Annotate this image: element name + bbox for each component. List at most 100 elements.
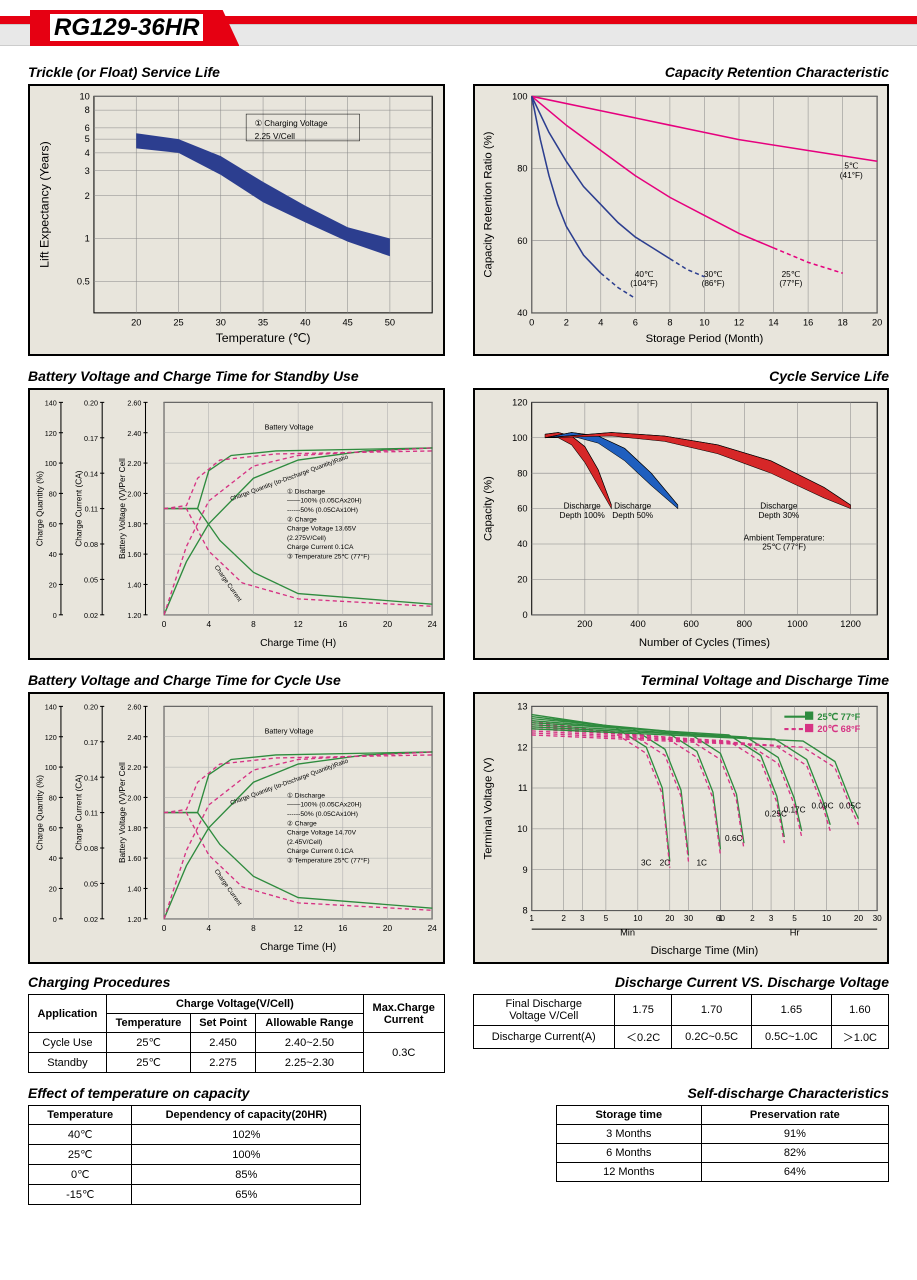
svg-text:120: 120 [45,733,57,742]
svg-text:0.20: 0.20 [84,399,98,408]
svg-text:35: 35 [258,317,268,327]
svg-text:18: 18 [837,317,847,327]
svg-text:80: 80 [49,794,57,803]
svg-text:2: 2 [561,914,566,923]
svg-text:60: 60 [49,824,57,833]
cap-retention-chart: 406080100024681012141618205℃(41°F)25℃(77… [473,84,890,356]
table-row: Cycle Use 25℃ 2.450 2.40~2.50 0.3C [29,1033,445,1053]
svg-text:12: 12 [294,620,304,629]
svg-text:0: 0 [162,620,167,629]
cycle-charge-chart: 0204060801001201400.020.050.080.110.140.… [28,692,445,964]
svg-text:140: 140 [45,399,57,408]
svg-text:1.40: 1.40 [127,885,141,894]
svg-text:2.40: 2.40 [127,733,141,742]
svg-text:③ Temperature 25℃ (77°F): ③ Temperature 25℃ (77°F) [287,553,370,561]
svg-text:0.17: 0.17 [84,738,98,747]
cell: 2.275 [191,1053,256,1073]
svg-text:0.11: 0.11 [85,809,98,818]
svg-text:600: 600 [683,619,698,629]
svg-text:16: 16 [802,317,812,327]
svg-text:100: 100 [512,433,527,443]
svg-text:40: 40 [517,539,527,549]
svg-text:0: 0 [529,317,534,327]
cell: 3 Months [556,1125,701,1144]
svg-text:100: 100 [45,763,57,772]
table-row: 25℃100% [29,1145,361,1165]
cell: 2.25~2.30 [255,1053,363,1073]
svg-text:0.02: 0.02 [84,915,98,924]
svg-text:——100% (0.05CAx20H): ——100% (0.05CAx20H) [287,802,362,809]
cycle-charge-title: Battery Voltage and Charge Time for Cycl… [28,672,445,688]
cell: 0.3C [363,1033,444,1073]
svg-text:1.20: 1.20 [127,611,141,620]
svg-text:3: 3 [580,914,585,923]
cell: 1.75 [615,995,672,1026]
discharge-cv-title: Discharge Current VS. Discharge Voltage [473,974,890,990]
svg-text:8: 8 [667,317,672,327]
svg-text:120: 120 [45,429,57,438]
svg-text:80: 80 [517,164,527,174]
cell: 1.60 [831,995,888,1026]
svg-text:200: 200 [577,619,592,629]
svg-text:10: 10 [80,91,90,101]
svg-text:Temperature (℃): Temperature (℃) [216,331,311,345]
trickle-title: Trickle (or Float) Service Life [28,64,445,80]
svg-text:20: 20 [853,914,863,923]
svg-text:Charge Voltage 14.70V: Charge Voltage 14.70V [287,830,357,837]
svg-text:1.20: 1.20 [127,915,141,924]
svg-text:140: 140 [45,703,57,712]
svg-text:120: 120 [512,398,527,408]
col-setpoint: Set Point [191,1014,256,1033]
col-temperature: Temperature [106,1014,190,1033]
svg-text:Number of Cycles (Times): Number of Cycles (Times) [638,637,769,649]
cell: 100% [132,1145,361,1165]
svg-text:9: 9 [522,865,527,875]
svg-text:1.80: 1.80 [127,520,141,529]
svg-text:10: 10 [821,914,831,923]
discharge-cv-table: Final Discharge Voltage V/Cell 1.75 1.70… [473,994,890,1049]
svg-text:400: 400 [630,619,645,629]
svg-text:0: 0 [53,915,57,924]
model-number: RG129-36HR [50,14,203,41]
svg-text:0.20: 0.20 [84,703,98,712]
svg-text:------50% (0.05CAx10H): ------50% (0.05CAx10H) [287,507,358,514]
svg-text:4: 4 [598,317,603,327]
cell: Standby [29,1053,107,1073]
svg-text:2: 2 [563,317,568,327]
cell: Final Discharge Voltage V/Cell [473,995,615,1026]
svg-text:Depth 30%: Depth 30% [758,511,799,520]
svg-text:Discharge: Discharge [563,502,601,511]
cell: ＞1.0C [831,1026,888,1049]
svg-text:Depth 50%: Depth 50% [612,511,653,520]
svg-text:Charge Time (H): Charge Time (H) [260,638,336,649]
svg-text:3: 3 [85,166,90,176]
svg-text:10: 10 [517,824,527,834]
svg-text:25℃ 77°F: 25℃ 77°F [817,712,860,722]
svg-text:Charge Voltage 13.65V: Charge Voltage 13.65V [287,526,357,533]
svg-text:------50% (0.05CAx10H): ------50% (0.05CAx10H) [287,811,358,818]
svg-text:1.80: 1.80 [127,824,141,833]
table-row: 0℃85% [29,1165,361,1185]
svg-text:24: 24 [428,924,438,933]
svg-text:0.05C: 0.05C [839,802,861,811]
svg-text:0.17C: 0.17C [783,806,805,815]
col-application: Application [29,995,107,1033]
svg-text:5: 5 [603,914,608,923]
svg-text:2.60: 2.60 [127,399,141,408]
svg-text:25℃ (77°F): 25℃ (77°F) [762,543,806,552]
svg-text:Battery Voltage (V)/Per Cell: Battery Voltage (V)/Per Cell [118,458,127,559]
table-row: Final Discharge Voltage V/Cell 1.75 1.70… [473,995,889,1026]
svg-text:0: 0 [162,924,167,933]
model-tab: RG129-36HR [30,10,239,46]
table-row: 3 Months91% [556,1125,888,1144]
svg-text:① Discharge: ① Discharge [287,792,325,800]
svg-text:1: 1 [529,914,534,923]
svg-text:(77°F): (77°F) [779,279,802,288]
svg-text:Capacity Retention Ratio (%): Capacity Retention Ratio (%) [482,131,494,277]
svg-text:20: 20 [517,575,527,585]
svg-text:40: 40 [517,308,527,318]
cell: Cycle Use [29,1033,107,1053]
svg-text:(2.45V/Cell): (2.45V/Cell) [287,839,322,846]
svg-text:13: 13 [517,702,527,712]
cell: 1.70 [672,995,752,1026]
